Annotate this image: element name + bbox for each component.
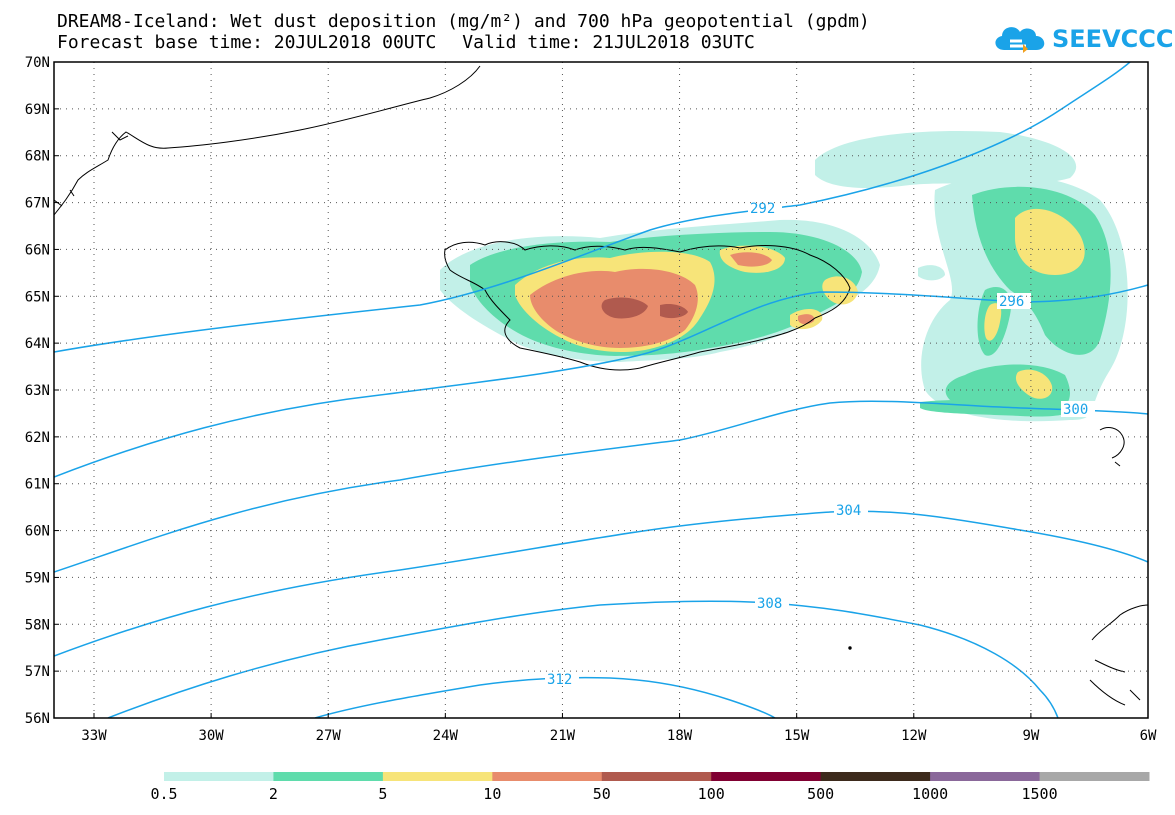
legend-label: 1500: [1021, 785, 1057, 803]
legend-swatch: [1039, 772, 1150, 781]
lon-label: 9W: [1022, 728, 1039, 744]
legend-label: 10: [483, 785, 501, 803]
dust-plume-south-east-5: [1015, 369, 1053, 399]
legend-label: 100: [698, 785, 725, 803]
lat-label: 66N: [25, 242, 50, 258]
longitude-axis: 33W 30W 27W 24W 21W 18W 15W 12W 9W 6W: [81, 713, 1157, 744]
contour-label-312: 312: [547, 672, 572, 688]
scotland-coast: [1089, 604, 1148, 706]
lat-label: 67N: [25, 196, 50, 212]
legend-label: 0.5: [150, 785, 177, 803]
cloud-icon: [995, 27, 1045, 53]
contour-line-300: [54, 400, 1148, 573]
lon-label: 27W: [316, 728, 342, 744]
lat-label: 69N: [25, 102, 50, 118]
legend-swatch: [382, 772, 493, 781]
contour-label-304: 304: [836, 503, 861, 519]
legend-label: 1000: [912, 785, 948, 803]
greenland-coast: [54, 65, 481, 216]
valid-time: Valid time: 21JUL2018 03UTC: [462, 32, 755, 53]
lon-label: 21W: [550, 728, 576, 744]
lat-label: 62N: [25, 430, 50, 446]
lat-label: 64N: [25, 336, 50, 352]
legend-swatch: [711, 772, 822, 781]
dust-iceland-50b: [660, 303, 688, 319]
legend-swatch: [601, 772, 712, 781]
contour-line-312: [314, 676, 776, 718]
legend-label: 500: [807, 785, 834, 803]
lat-label: 70N: [25, 55, 50, 71]
lon-label: 12W: [901, 728, 927, 744]
contour-label-300: 300: [1063, 402, 1088, 418]
dust-plume-east-5: [1015, 208, 1085, 275]
dust-iceland-east: [822, 276, 858, 305]
lat-label: 57N: [25, 664, 50, 680]
coastlines: [54, 65, 1148, 706]
legend-swatch: [820, 772, 931, 781]
lat-label: 63N: [25, 383, 50, 399]
color-legend: 0.5 2 5 10 50 100 500 1000 1500: [150, 772, 1150, 803]
iceland-coast: [444, 241, 851, 371]
lon-label: 30W: [198, 728, 224, 744]
legend-label: 5: [378, 785, 387, 803]
lat-label: 68N: [25, 149, 50, 165]
contour-line-308: [107, 600, 1059, 718]
lon-label: 24W: [433, 728, 459, 744]
chart-title: DREAM8-Iceland: Wet dust deposition (mg/…: [57, 11, 870, 32]
base-time: Forecast base time: 20JUL2018 00UTC: [57, 32, 437, 53]
dust-dots: [918, 265, 945, 281]
contour-line-304: [54, 510, 1148, 657]
lat-label: 58N: [25, 617, 50, 633]
lon-label: 15W: [784, 728, 810, 744]
legend-label: 2: [269, 785, 278, 803]
legend-swatch: [492, 772, 603, 781]
dust-plume-north: [815, 130, 1077, 188]
dust-iceland-50: [601, 297, 648, 319]
seevccc-logo: SEEVCCC: [990, 20, 1174, 60]
lon-label: 6W: [1140, 728, 1157, 744]
lat-label: 65N: [25, 289, 50, 305]
graticule: [54, 62, 1148, 718]
legend-swatch: [164, 772, 274, 781]
dust-iceland-ne10: [730, 252, 772, 267]
dust-plume-east-5b: [984, 303, 1002, 341]
chart-subtitle: Forecast base time: 20JUL2018 00UTC Valid…: [57, 33, 755, 53]
lon-label: 33W: [81, 728, 107, 744]
contour-line-292: [54, 62, 1131, 353]
lat-label: 59N: [25, 570, 50, 586]
faroe-coast: [1099, 427, 1125, 467]
lat-label: 61N: [25, 477, 50, 493]
lon-label: 18W: [667, 728, 693, 744]
legend-swatch: [930, 772, 1041, 781]
rockall: [848, 646, 852, 650]
contour-label-296: 296: [999, 294, 1024, 310]
legend-swatch: [273, 772, 384, 781]
logo-wordmark: SEEVCCC: [1052, 25, 1174, 53]
dust-deposition-field: [440, 130, 1128, 422]
contour-label-292: 292: [750, 201, 775, 217]
contour-label-308: 308: [757, 596, 782, 612]
lat-label: 56N: [25, 711, 50, 727]
latitude-axis: 70N 69N 68N 67N 66N 65N 64N 63N 62N 61N 60N 59N 58N 5…: [25, 55, 59, 727]
lat-label: 60N: [25, 524, 50, 540]
legend-label: 50: [593, 785, 611, 803]
